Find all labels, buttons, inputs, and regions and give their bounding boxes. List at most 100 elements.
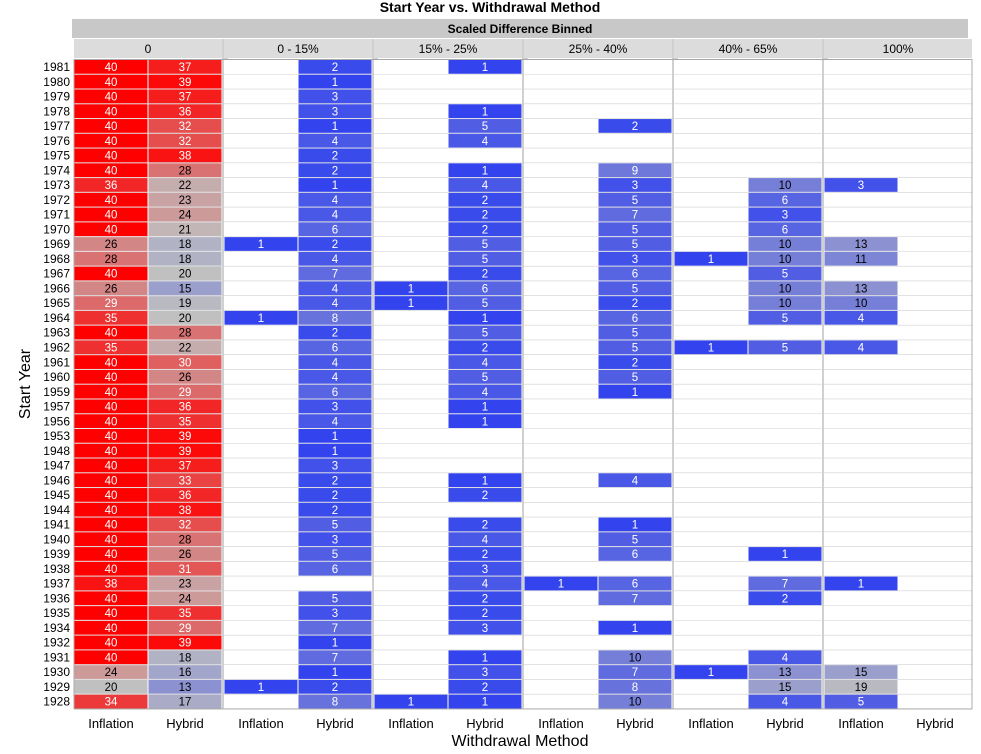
cell-label: 5 [782,343,788,355]
cell-label: 6 [482,283,488,295]
cell-label: 4 [858,313,865,325]
cell-label: 40 [105,92,118,104]
heat-cell [298,443,372,458]
heat-cell [298,399,372,414]
heat-cell [224,237,298,251]
cell-label: 2 [632,298,638,310]
y-tick-label: 1959 [43,385,70,399]
y-tick-label: 1977 [43,119,70,133]
cell-label: 1 [482,402,488,414]
heat-cell [74,635,148,650]
cell-label: 24 [179,210,192,222]
bin-header-bg [374,39,522,58]
x-tick-label: Hybrid [166,716,204,731]
heat-cell [148,473,222,488]
cell-label: 28 [179,534,192,546]
x-axis-label: Withdrawal Method [452,733,589,750]
panel-40-65: 40% - 65% 1 1 1 10 6 3 6 10 10 5 10 10 5 5 1 7 2 4 13 15 4 [674,39,828,710]
cell-label: 5 [858,697,864,709]
heat-cell [598,192,672,207]
heat-cell [598,266,672,281]
bin-header-bg [674,39,822,58]
heat-cell [598,384,672,399]
cell-label: 5 [482,328,488,340]
cell-label: 1 [408,298,414,310]
heat-cell [748,340,822,355]
cell-label: 5 [632,372,638,384]
heat-cell [748,591,822,606]
heat-cell [748,178,822,192]
cell-label: 40 [105,77,118,89]
heat-cell [148,665,222,679]
heat-cell [598,340,672,355]
cell-label: 4 [332,416,339,428]
cell-label: 2 [332,62,338,74]
heat-cell [448,591,522,606]
cell-label: 37 [179,92,192,104]
heat-cell [148,74,222,89]
bin-header-label: 25% - 40% [569,42,628,56]
cell-label: 22 [179,180,192,192]
cell-label: 11 [855,254,867,266]
y-tick-label: 1940 [43,532,70,546]
heat-cell [74,620,148,635]
cell-label: 35 [179,608,192,620]
cell-label: 40 [105,62,118,74]
cell-label: 5 [482,372,488,384]
cell-label: 13 [855,239,868,251]
cell-label: 5 [632,239,638,251]
heat-cell [824,340,898,355]
cell-label: 35 [179,416,192,428]
heat-cell [374,296,448,310]
cell-label: 1 [332,667,338,679]
y-tick-label: 1947 [43,459,70,473]
heat-cell [298,369,372,384]
heat-cell [448,694,522,709]
cell-label: 24 [105,667,118,679]
cell-label: 2 [482,269,488,281]
heat-cell [74,74,148,89]
cell-label: 4 [332,298,339,310]
cell-label: 40 [105,136,118,148]
panel-15-25: 15% - 25% 1 1 1 1 1 5 4 1 4 2 2 2 5 5 2 6 5 1 5 2 4 5 4 1 1 1 2 2 4 2 3… [374,39,528,710]
cell-label: 1 [482,313,488,325]
cell-label: 1 [708,343,714,355]
heat-cell [748,281,822,296]
cell-label: 1 [258,239,264,251]
cell-label: 33 [179,475,192,487]
heat-cell [74,192,148,207]
heat-cell [298,532,372,547]
cell-label: 2 [332,505,338,517]
heat-cell [298,119,372,133]
cell-label: 36 [179,490,192,502]
cell-label: 1 [482,165,488,177]
cell-label: 7 [782,579,788,591]
cell-label: 5 [482,254,488,266]
cell-label: 2 [482,343,488,355]
cell-label: 9 [632,165,638,177]
cell-label: 4 [782,652,789,664]
heat-cell [74,340,148,355]
heat-cell [298,89,372,104]
cell-label: 5 [482,298,488,310]
cell-label: 2 [482,520,488,532]
cell-label: 39 [179,446,192,458]
cell-label: 36 [179,402,192,414]
heat-cell [298,237,372,251]
heat-cell [74,281,148,296]
heat-cell [148,635,222,650]
y-tick-label: 1962 [43,341,70,355]
heat-cell [448,237,522,251]
plot-frame [73,59,973,710]
heat-cell [448,473,522,488]
heat-cell [74,399,148,414]
cell-label: 5 [332,549,338,561]
cell-label: 40 [105,490,118,502]
heat-cell [298,502,372,517]
heat-cell [74,443,148,458]
cell-label: 3 [482,564,488,576]
cell-label: 20 [105,682,118,694]
cell-label: 40 [105,372,118,384]
heat-cell [598,547,672,561]
bin-header-bg [524,39,672,58]
